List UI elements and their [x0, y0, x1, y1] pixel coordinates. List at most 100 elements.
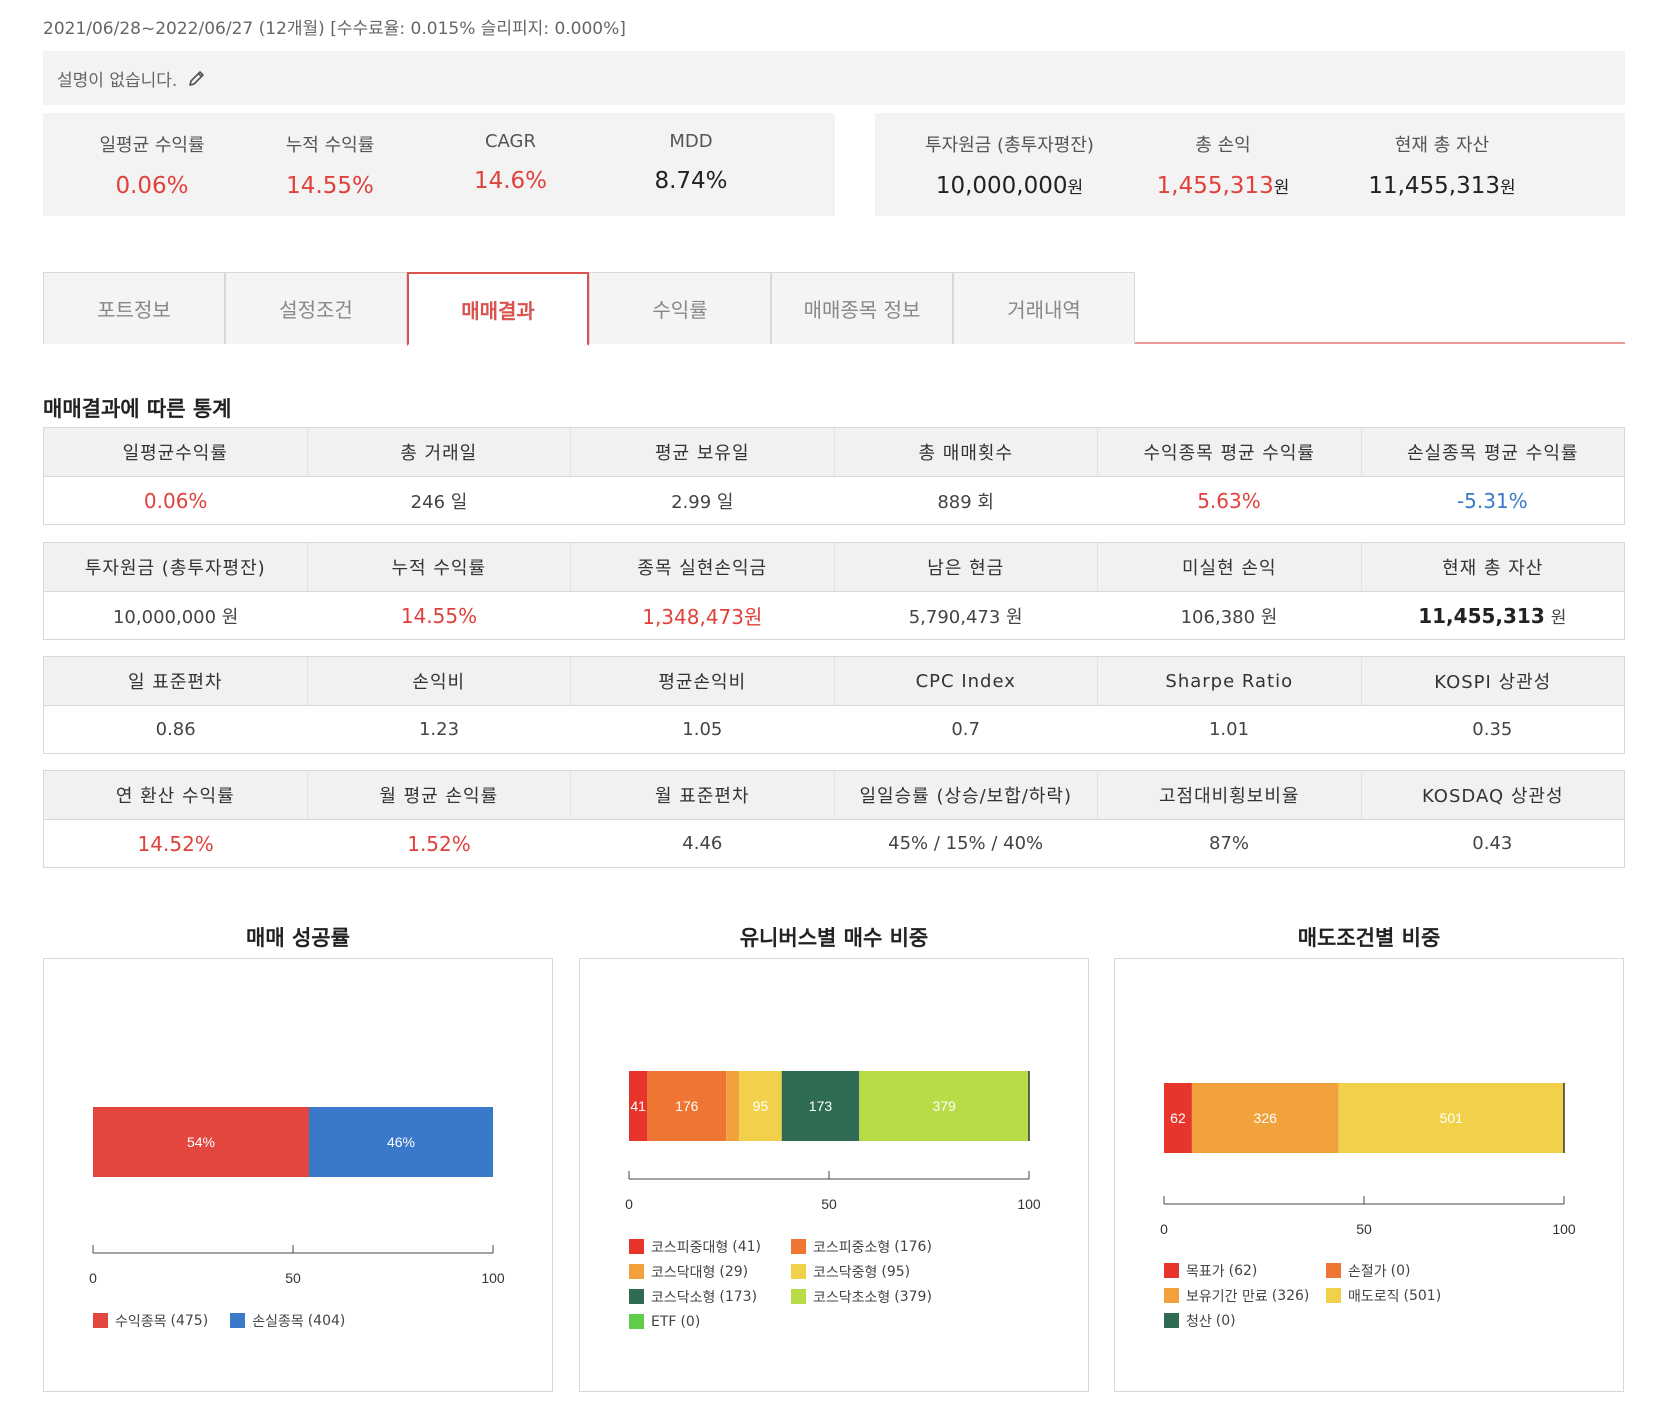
stat-value-row: 0.06% 246 일 2.99 일 889 회 5.63% -5.31% [44, 477, 1624, 524]
legend-swatch [791, 1264, 806, 1279]
stat-value-text: 14.52% [137, 831, 214, 856]
summary-label: 투자원금 (총투자평잔) [925, 135, 1094, 156]
legend-name: ETF [651, 1313, 677, 1330]
bar-segment [1338, 1083, 1564, 1153]
stat-header: Sharpe Ratio [1097, 657, 1361, 705]
stat-value-text: 889 회 [937, 491, 994, 513]
summary-value-number: 11,455,313 [1368, 173, 1501, 199]
legend-item: 코스피중대형 (41) [629, 1237, 791, 1256]
stat-value-text: 0.35 [1472, 719, 1513, 740]
stacked-bar-chart: 41 176 95 173 379 0 50 100 [625, 1071, 1041, 1212]
stat-value-text: 1.05 [682, 719, 723, 740]
legend-name: 코스피중대형 [651, 1239, 729, 1256]
stat-value: 246 일 [307, 477, 570, 524]
bar-segment [1191, 1083, 1339, 1153]
chart-legend: 목표가 (62) 손절가 (0) 보유기간 만료 (326) 매도로직 (501) 청산 (0) [1164, 1261, 1526, 1330]
tab-3[interactable]: 매매결과 [407, 272, 589, 346]
summary-value-number: 14.55% [286, 173, 374, 199]
stat-table: 연 환산 수익률 월 평균 손익률 월 표준편차 일일승률 (상승/보합/하락) 고점대… [43, 770, 1625, 868]
stat-value: 1,348,473원 [571, 592, 834, 639]
chart-box: 41 176 95 173 379 0 50 100 코스피중대형 (41) 코스피중소형 (176)… [579, 958, 1089, 1392]
stat-value: 0.43 [1361, 820, 1624, 867]
tab-1[interactable]: 포트정보 [43, 272, 225, 344]
summary-value: 10,000,000원 [936, 173, 1083, 199]
summary-value: 8.74% [654, 168, 727, 194]
legend-name: 매도로직 [1348, 1288, 1400, 1305]
legend-swatch [93, 1313, 108, 1328]
summary-item: 현재 총 자산 11,455,313원 [1327, 113, 1557, 216]
stat-value-text: 1,348,473원 [642, 605, 763, 629]
stat-value-text: 87% [1208, 833, 1249, 854]
legend-swatch [1164, 1313, 1179, 1328]
stat-value-text: -5.31% [1456, 488, 1528, 513]
stat-value: 5,790,473 원 [834, 592, 1097, 639]
stacked-bar-chart: 54% 46% 0 50 100 [89, 1107, 505, 1286]
stat-value-text: 106,380 원 [1180, 606, 1278, 628]
tab-2[interactable]: 설정조건 [225, 272, 407, 344]
tab-4[interactable]: 수익률 [589, 272, 771, 344]
bar-data-label: 62 [1170, 1110, 1186, 1126]
bar-data-label: 95 [753, 1098, 769, 1114]
stat-value-text: 14.55% [400, 603, 478, 628]
stat-header: KOSDAQ 상관성 [1360, 771, 1625, 819]
legend-item: 코스닥대형 (29) [629, 1262, 791, 1281]
x-tick-label: 50 [285, 1270, 301, 1286]
section-title: 매매결과에 따른 통계 [43, 397, 232, 421]
fees-text: [수수료율: 0.015% 슬리피지: 0.000%] [330, 19, 626, 39]
stat-header: 일일승률 (상승/보합/하락) [833, 771, 1098, 819]
bar-data-label: 54% [187, 1134, 215, 1150]
bar-data-label: 41 [630, 1098, 646, 1114]
summary-value: 14.55% [286, 173, 374, 199]
chart-title: 유니버스별 매수 비중 [739, 926, 929, 950]
legend-count: (176) [894, 1238, 932, 1255]
stat-header: 누적 수익률 [306, 543, 571, 591]
stat-value-text: 0.7 [951, 719, 980, 740]
summary-value: 0.06% [115, 173, 188, 199]
summary-label: 현재 총 자산 [1394, 135, 1490, 156]
summary-value-number: 14.6% [473, 168, 548, 194]
result-tabs: 포트정보 설정조건 매매결과 수익률 매매종목 정보 거래내역 [43, 272, 1625, 346]
legend-swatch [791, 1239, 806, 1254]
stat-value: 1.23 [307, 706, 570, 753]
stat-value-text: 45% / 15% / 40% [888, 833, 1044, 854]
bar-segment [781, 1071, 860, 1141]
chart-legend: 수익종목 (475) 손실종목 (404) [93, 1311, 345, 1330]
bar-data-label: 46% [387, 1134, 415, 1150]
chart-legend: 코스피중대형 (41) 코스피중소형 (176) 코스닥대형 (29) 코스닥중형 (95) 코… [629, 1237, 991, 1331]
summary-item: 누적 수익률 14.55% [240, 113, 420, 216]
legend-item: 매도로직 (501) [1326, 1286, 1526, 1305]
bar-segment [739, 1071, 782, 1141]
stat-header: KOSPI 상관성 [1360, 657, 1625, 705]
summary-label: MDD [669, 131, 713, 152]
legend-count: (0) [680, 1313, 701, 1330]
chart-title: 매도조건별 비중 [1297, 926, 1441, 950]
legend-item: 코스닥소형 (173) [629, 1287, 791, 1306]
legend-name: 수익종목 [115, 1313, 167, 1330]
description-box: 설명이 없습니다. [43, 51, 1625, 105]
legend-item: 손절가 (0) [1326, 1261, 1526, 1280]
stat-header: 현재 총 자산 [1360, 543, 1625, 591]
pencil-icon[interactable] [187, 68, 207, 88]
stat-value-text: 10,000,000 원 [112, 606, 239, 628]
stat-header: 수익종목 평균 수익률 [1097, 428, 1361, 476]
legend-name: 코스닥초소형 [813, 1289, 891, 1306]
stat-value: 889 회 [834, 477, 1097, 524]
chart-box: 54% 46% 0 50 100 수익종목 (475) 손실종목 (404) [43, 958, 553, 1392]
stat-value: 14.52% [44, 820, 307, 867]
legend-item: 코스피중소형 (176) [791, 1237, 991, 1256]
summary-label: 누적 수익률 [285, 135, 375, 156]
stat-table: 일평균수익률 총 거래일 평균 보유일 총 매매횟수 수익종목 평균 수익률 손실종목 평… [43, 427, 1625, 525]
summary-item: 총 손익 1,455,313원 [1119, 113, 1327, 216]
tab-6[interactable]: 거래내역 [953, 272, 1135, 344]
chart-title: 매매 성공률 [246, 926, 350, 950]
legend-item: ETF (0) [629, 1312, 791, 1331]
stat-value: 1.01 [1097, 706, 1360, 753]
legend-count: (475) [170, 1312, 209, 1329]
stat-value: 11,455,313 원 [1361, 592, 1624, 639]
x-tick-label: 0 [89, 1270, 97, 1286]
legend-swatch [629, 1289, 644, 1304]
legend-item: 목표가 (62) [1164, 1261, 1326, 1280]
legend-item: 코스닥중형 (95) [791, 1262, 991, 1281]
summary-label: 일평균 수익률 [99, 135, 205, 156]
tab-5[interactable]: 매매종목 정보 [771, 272, 953, 344]
